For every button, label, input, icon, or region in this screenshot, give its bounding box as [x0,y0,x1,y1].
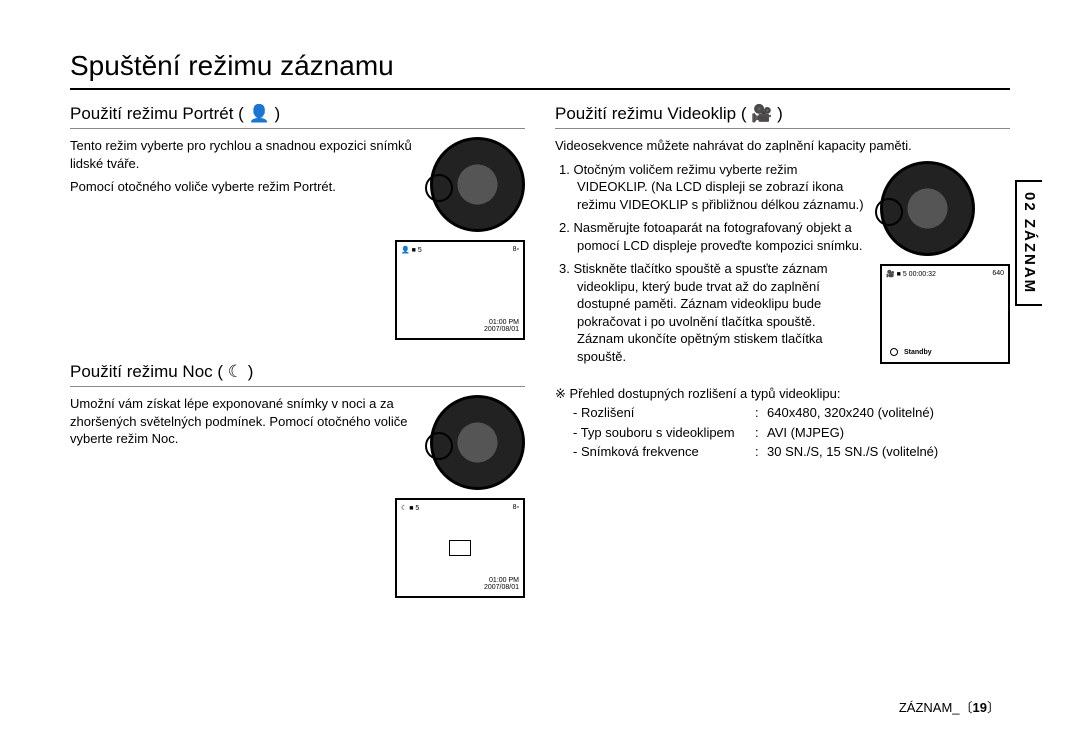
mode-dial-video [880,161,975,256]
portrait-section: Použití režimu Portrét ( 👤 ) Tento režim… [70,104,525,340]
night-text-1: Umožní vám získat lépe exponované snímky… [70,395,416,448]
res-value: 30 SN./S, 15 SN./S (volitelné) [767,442,1010,462]
mode-dial-night [430,395,525,490]
page-number: 19 [973,700,987,715]
lcd-standby: Standby [904,349,932,356]
colon: : [755,403,767,423]
lcd-top-left: 🎥 ■ 5 00:00:32 [886,270,936,278]
side-tab: 02 ZÁZNAM [1015,180,1042,306]
portrait-text-2: Pomocí otočného voliče vyberte režim Por… [70,178,416,196]
colon: : [755,442,767,462]
res-label: - Snímková frekvence [555,442,755,462]
resolution-row: - Rozlišení : 640x480, 320x240 (voliteln… [555,403,1010,423]
lcd-date: 2007/08/01 [484,584,519,592]
lcd-top-right: 640 [992,270,1004,277]
resolution-overview: ※ Přehled dostupných rozlišení a typů vi… [555,384,1010,462]
resolution-row: - Typ souboru s videoklipem : AVI (MJPEG… [555,423,1010,443]
colon: : [755,423,767,443]
lcd-date: 2007/08/01 [484,326,519,334]
page-footer: ZÁZNAM_〔19〕 [899,697,1000,716]
mode-dial-portrait [430,137,525,232]
portrait-text-1: Tento režim vyberte pro rychlou a snadno… [70,137,416,172]
lcd-top-right: 8▫ [513,246,519,253]
lcd-preview-portrait: 👤 ■ 5 8▫ 01:00 PM 2007/08/01 [395,240,525,340]
night-heading: Použití režimu Noc ( ☾ ) [70,362,525,387]
resolution-title: ※ Přehled dostupných rozlišení a typů vi… [555,384,1010,404]
right-column: Použití režimu Videoklip ( 🎥 ) Videosekv… [555,104,1010,620]
lcd-time: 01:00 PM [484,319,519,327]
lcd-preview-night: ☾ ■ 5 8▫ 01:00 PM 2007/08/01 [395,498,525,598]
video-intro: Videosekvence můžete nahrávat do zaplněn… [555,137,1010,155]
page-title: Spuštění režimu záznamu [70,50,1010,90]
res-value: 640x480, 320x240 (volitelné) [767,403,1010,423]
lcd-top-right: 8▫ [513,504,519,511]
video-step-1: 1. Otočným voličem režimu vyberte režim … [555,161,866,214]
lcd-time: 01:00 PM [484,577,519,585]
res-label: - Typ souboru s videoklipem [555,423,755,443]
video-heading: Použití režimu Videoklip ( 🎥 ) [555,104,1010,129]
content-columns: Použití režimu Portrét ( 👤 ) Tento režim… [70,104,1010,620]
night-section: Použití režimu Noc ( ☾ ) Umožní vám získ… [70,362,525,598]
left-column: Použití režimu Portrét ( 👤 ) Tento režim… [70,104,525,620]
video-step-2: 2. Nasměrujte fotoaparát na fotografovan… [555,219,866,254]
footer-label: ZÁZNAM_ [899,700,960,715]
lcd-top-left: 👤 ■ 5 [401,246,422,254]
focus-box-icon [449,540,471,556]
video-step-3: 3. Stiskněte tlačítko spouště a spusťte … [555,260,866,365]
portrait-heading: Použití režimu Portrét ( 👤 ) [70,104,525,129]
res-value: AVI (MJPEG) [767,423,1010,443]
lcd-preview-video: 🎥 ■ 5 00:00:32 640 Standby [880,264,1010,364]
record-dot-icon [890,348,898,356]
resolution-row: - Snímková frekvence : 30 SN./S, 15 SN./… [555,442,1010,462]
lcd-top-left: ☾ ■ 5 [401,504,419,512]
res-label: - Rozlišení [555,403,755,423]
